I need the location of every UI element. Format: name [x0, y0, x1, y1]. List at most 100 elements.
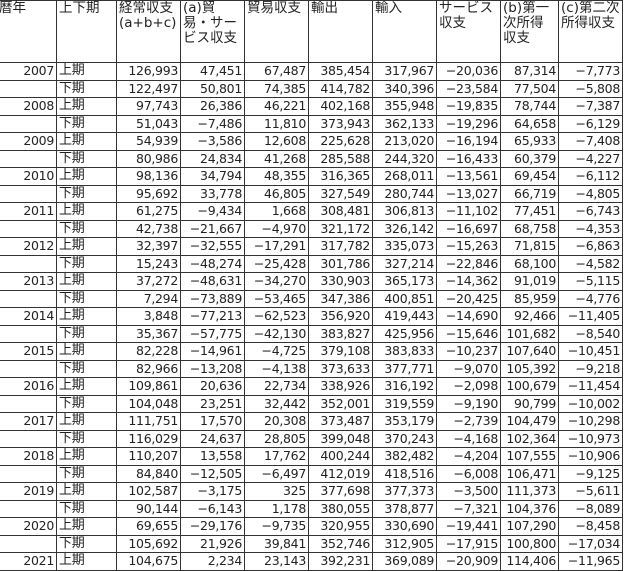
value-cell[interactable]: −4,970	[244, 219, 309, 238]
value-cell[interactable]: 316,192	[372, 377, 437, 396]
value-cell[interactable]: 39,841	[244, 534, 309, 553]
period-cell[interactable]: 上期	[56, 62, 117, 81]
value-cell[interactable]: −6,112	[558, 167, 623, 186]
value-cell[interactable]: −7,321	[436, 499, 501, 518]
value-cell[interactable]: 64,658	[500, 114, 559, 133]
value-cell[interactable]: 383,833	[372, 342, 437, 361]
year-cell[interactable]: 2014	[0, 307, 57, 326]
value-cell[interactable]: 101,682	[500, 324, 559, 343]
value-cell[interactable]: −25,428	[244, 254, 309, 273]
value-cell[interactable]: 35,367	[116, 324, 181, 343]
value-cell[interactable]: 69,454	[500, 167, 559, 186]
year-cell[interactable]	[0, 324, 57, 343]
value-cell[interactable]: 107,290	[500, 517, 559, 536]
value-cell[interactable]: 285,588	[308, 149, 373, 168]
value-cell[interactable]: 85,959	[500, 289, 559, 308]
value-cell[interactable]: 378,877	[372, 499, 437, 518]
value-cell[interactable]: −11,965	[558, 552, 623, 571]
period-cell[interactable]: 下期	[56, 499, 117, 518]
value-cell[interactable]: −48,631	[180, 272, 245, 291]
value-cell[interactable]: 15,243	[116, 254, 181, 273]
value-cell[interactable]: −10,451	[558, 342, 623, 361]
value-cell[interactable]: −4,582	[558, 254, 623, 273]
column-header[interactable]: 貿易収支	[244, 0, 309, 63]
value-cell[interactable]: −11,102	[436, 202, 501, 221]
period-cell[interactable]: 下期	[56, 254, 117, 273]
value-cell[interactable]: −19,835	[436, 97, 501, 116]
value-cell[interactable]: 382,482	[372, 447, 437, 466]
value-cell[interactable]: 362,133	[372, 114, 437, 133]
value-cell[interactable]: 111,751	[116, 412, 181, 431]
value-cell[interactable]: 104,479	[500, 412, 559, 431]
year-cell[interactable]	[0, 499, 57, 518]
value-cell[interactable]: 330,903	[308, 272, 373, 291]
value-cell[interactable]: 225,628	[308, 132, 373, 151]
value-cell[interactable]: 54,939	[116, 132, 181, 151]
value-cell[interactable]: 352,746	[308, 534, 373, 553]
value-cell[interactable]: 365,173	[372, 272, 437, 291]
value-cell[interactable]: −3,586	[180, 132, 245, 151]
value-cell[interactable]: 301,786	[308, 254, 373, 273]
value-cell[interactable]: −6,863	[558, 237, 623, 256]
year-cell[interactable]	[0, 289, 57, 308]
value-cell[interactable]: −6,008	[436, 464, 501, 483]
year-cell[interactable]: 2021	[0, 552, 57, 571]
period-cell[interactable]: 下期	[56, 324, 117, 343]
year-cell[interactable]: 2019	[0, 482, 57, 501]
value-cell[interactable]: 105,392	[500, 359, 559, 378]
value-cell[interactable]: −19,441	[436, 517, 501, 536]
value-cell[interactable]: −5,808	[558, 79, 623, 98]
value-cell[interactable]: 317,967	[372, 62, 437, 81]
value-cell[interactable]: 33,778	[180, 184, 245, 203]
value-cell[interactable]: 1,178	[244, 499, 309, 518]
year-cell[interactable]: 2015	[0, 342, 57, 361]
value-cell[interactable]: 306,813	[372, 202, 437, 221]
year-cell[interactable]	[0, 79, 57, 98]
value-cell[interactable]: 356,920	[308, 307, 373, 326]
value-cell[interactable]: 373,633	[308, 359, 373, 378]
value-cell[interactable]: 126,993	[116, 62, 181, 81]
value-cell[interactable]: 369,089	[372, 552, 437, 571]
value-cell[interactable]: −14,961	[180, 342, 245, 361]
value-cell[interactable]: 11,810	[244, 114, 309, 133]
value-cell[interactable]: 90,144	[116, 499, 181, 518]
value-cell[interactable]: −15,646	[436, 324, 501, 343]
value-cell[interactable]: 353,179	[372, 412, 437, 431]
value-cell[interactable]: 100,800	[500, 534, 559, 553]
value-cell[interactable]: 379,108	[308, 342, 373, 361]
period-cell[interactable]: 上期	[56, 307, 117, 326]
value-cell[interactable]: 400,851	[372, 289, 437, 308]
period-cell[interactable]: 上期	[56, 377, 117, 396]
year-cell[interactable]	[0, 254, 57, 273]
year-cell[interactable]: 2018	[0, 447, 57, 466]
value-cell[interactable]: 98,136	[116, 167, 181, 186]
value-cell[interactable]: 84,840	[116, 464, 181, 483]
value-cell[interactable]: 50,801	[180, 79, 245, 98]
period-cell[interactable]: 上期	[56, 237, 117, 256]
value-cell[interactable]: 370,243	[372, 429, 437, 448]
value-cell[interactable]: 107,640	[500, 342, 559, 361]
year-cell[interactable]: 2008	[0, 97, 57, 116]
value-cell[interactable]: −9,190	[436, 394, 501, 413]
column-header[interactable]: 経常収支(a+b+c)	[116, 0, 181, 63]
value-cell[interactable]: 317,782	[308, 237, 373, 256]
value-cell[interactable]: −19,296	[436, 114, 501, 133]
value-cell[interactable]: 60,379	[500, 149, 559, 168]
year-cell[interactable]	[0, 359, 57, 378]
value-cell[interactable]: 3,848	[116, 307, 181, 326]
year-cell[interactable]: 2016	[0, 377, 57, 396]
value-cell[interactable]: −5,115	[558, 272, 623, 291]
value-cell[interactable]: 399,048	[308, 429, 373, 448]
value-cell[interactable]: −10,237	[436, 342, 501, 361]
value-cell[interactable]: 105,692	[116, 534, 181, 553]
value-cell[interactable]: 67,487	[244, 62, 309, 81]
period-cell[interactable]: 下期	[56, 394, 117, 413]
value-cell[interactable]: 68,758	[500, 219, 559, 238]
year-cell[interactable]: 2020	[0, 517, 57, 536]
value-cell[interactable]: 330,690	[372, 517, 437, 536]
period-cell[interactable]: 下期	[56, 289, 117, 308]
value-cell[interactable]: 46,805	[244, 184, 309, 203]
value-cell[interactable]: 400,244	[308, 447, 373, 466]
value-cell[interactable]: −13,561	[436, 167, 501, 186]
value-cell[interactable]: −7,486	[180, 114, 245, 133]
